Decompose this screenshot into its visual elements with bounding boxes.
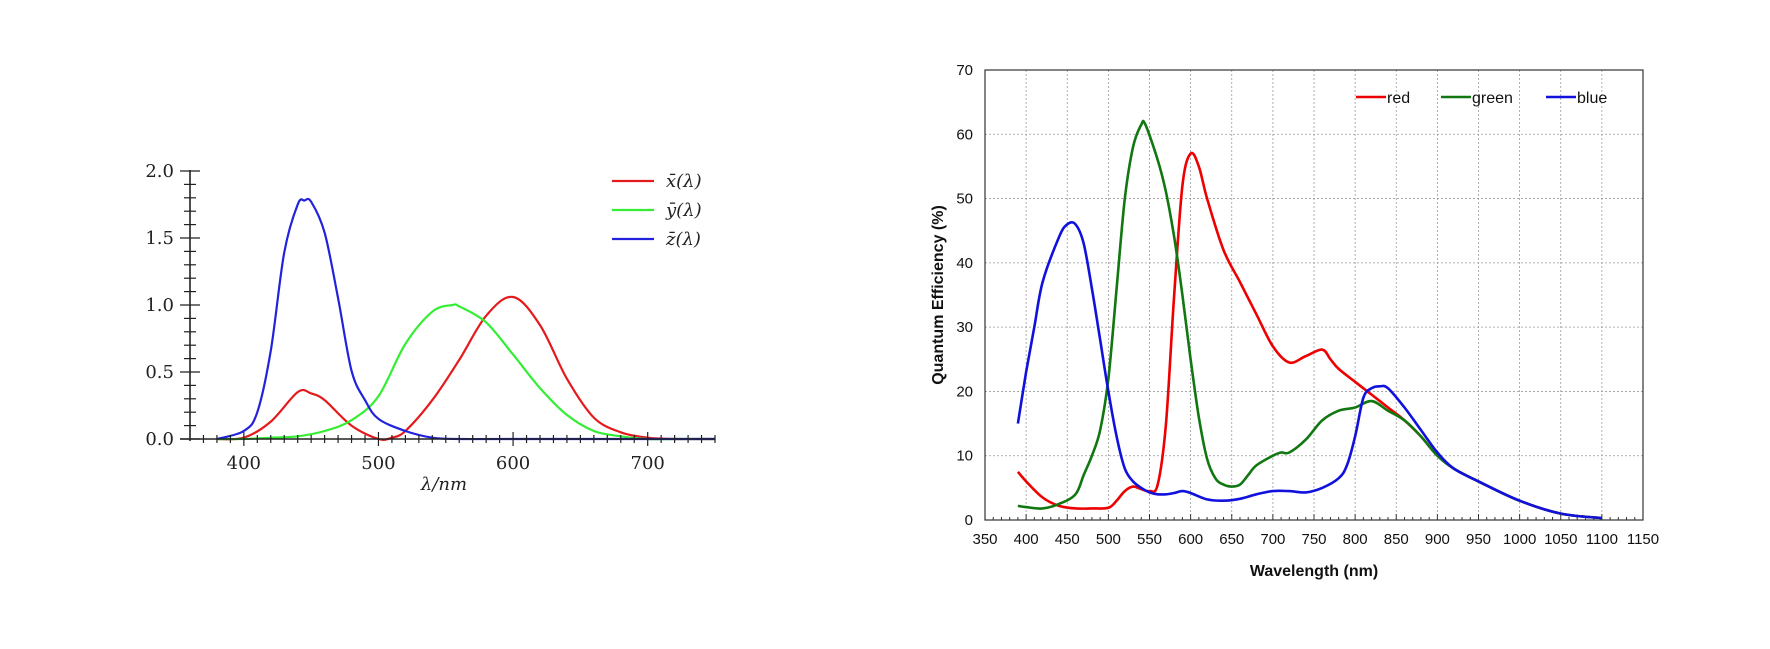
left-legend-label: z̄(λ) — [665, 229, 701, 250]
right-x-tick-label: 450 — [1055, 531, 1080, 548]
right-series-2-line — [1016, 220, 1603, 520]
right-ticks: 350 400 450 500 550 600 650 700 750 800 850 900 950 1… — [956, 62, 1659, 548]
right-x-tick-label: 800 — [1343, 531, 1368, 548]
right-x-tick-label: 1100 — [1586, 531, 1618, 548]
left-x-axis-label: λ/nm — [420, 474, 467, 495]
left-series-2-line — [216, 197, 715, 441]
left-x-tick-label: 600 — [496, 453, 530, 474]
left-series-0-line — [216, 295, 716, 441]
right-legend-label: blue — [1577, 90, 1607, 107]
left-ticks: 400 500 600 700 0.0 0.5 1.0 1.5 2.0 — [145, 161, 716, 474]
right-y-axis-label: Quantum Efficiency (%) — [930, 205, 947, 385]
right-x-tick-label: 600 — [1178, 531, 1203, 548]
right-y-tick-label: 0 — [965, 512, 973, 529]
right-y-tick-label: 30 — [956, 319, 973, 336]
right-y-tick-label: 40 — [956, 255, 973, 272]
right-series-1-line — [1017, 119, 1603, 520]
right-x-tick-label: 750 — [1301, 531, 1326, 548]
right-legend: red green blue — [1356, 90, 1607, 107]
left-legend: x̄(λ) ȳ(λ) z̄(λ) — [612, 171, 702, 250]
right-x-tick-label: 650 — [1219, 531, 1244, 548]
right-x-tick-label: 1050 — [1544, 531, 1577, 548]
right-legend-label: red — [1387, 90, 1410, 107]
right-grid — [985, 70, 1643, 520]
right-x-tick-label: 1150 — [1627, 531, 1659, 548]
right-y-tick-label: 20 — [956, 383, 973, 400]
right-y-tick-label: 70 — [956, 62, 973, 79]
left-y-tick-label: 1.5 — [145, 228, 174, 249]
left-x-tick-label: 700 — [631, 453, 665, 474]
right-x-tick-label: 950 — [1466, 531, 1491, 548]
left-x-tick-label: 500 — [361, 453, 395, 474]
right-x-tick-label: 900 — [1425, 531, 1450, 548]
left-legend-label: x̄(λ) — [666, 171, 702, 192]
left-y-tick-label: 0.0 — [145, 429, 174, 450]
left-series-1-line — [216, 303, 715, 441]
left-y-tick-label: 1.0 — [145, 295, 174, 316]
cie-color-matching-chart: 400 500 600 700 0.0 0.5 1.0 1.5 2.0 λ/nm x̄(λ) ȳ(… — [145, 161, 716, 495]
left-series-lines — [216, 197, 716, 441]
right-x-tick-label: 850 — [1384, 531, 1409, 548]
left-y-tick-label: 2.0 — [145, 161, 174, 182]
right-x-tick-label: 400 — [1014, 531, 1039, 548]
right-plot-background — [915, 57, 1665, 585]
right-y-tick-label: 10 — [956, 448, 973, 465]
right-x-tick-label: 700 — [1260, 531, 1285, 548]
right-series-lines — [1016, 119, 1603, 520]
quantum-efficiency-chart: 350 400 450 500 550 600 650 700 750 800 850 900 950 1… — [915, 57, 1665, 585]
right-x-tick-label: 1000 — [1503, 531, 1536, 548]
right-x-axis-label: Wavelength (nm) — [1250, 563, 1378, 580]
left-y-tick-label: 0.5 — [145, 362, 174, 383]
right-x-tick-label: 550 — [1137, 531, 1162, 548]
right-x-tick-label: 350 — [972, 531, 997, 548]
right-y-tick-label: 60 — [956, 126, 973, 143]
right-x-tick-label: 500 — [1096, 531, 1121, 548]
right-y-tick-label: 50 — [956, 191, 973, 208]
left-x-tick-label: 400 — [227, 453, 261, 474]
left-legend-label: ȳ(λ) — [665, 200, 702, 221]
right-legend-label: green — [1472, 90, 1513, 107]
